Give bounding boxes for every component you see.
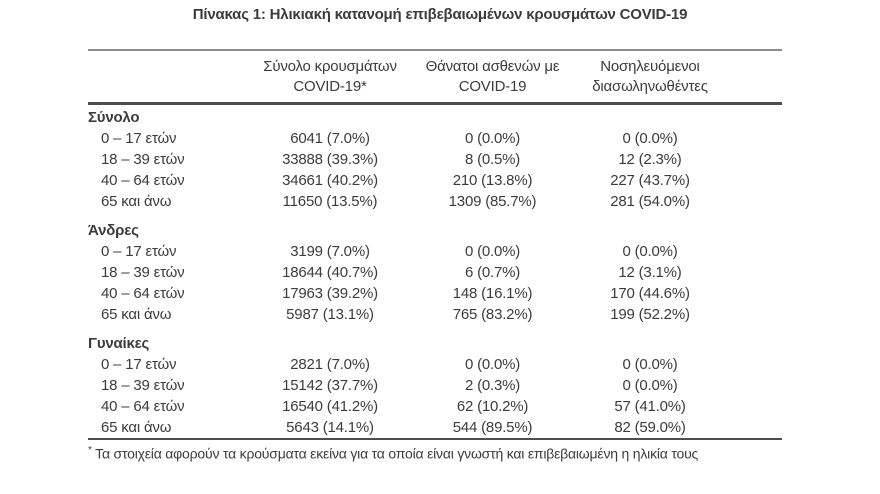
- table-body: Σύνολο 0 – 17 ετών 6041 (7.0%) 0 (0.0%) 0 (0…: [88, 105, 782, 438]
- table-row: 40 – 64 ετών 16540 (41.2%) 62 (10.2%) 57 (4…: [88, 396, 782, 417]
- cases-cell: 18644 (40.7%): [282, 264, 378, 281]
- table-title: Πίνακας 1: Ηλικιακή κατανομή επιβεβαιωμέ…: [192, 6, 688, 23]
- table-row: 0 – 17 ετών 6041 (7.0%) 0 (0.0%) 0 (0.0%): [88, 128, 782, 149]
- column-header-deaths: Θάνατοι ασθενών με COVID-19: [410, 57, 575, 97]
- table-header-row: Σύνολο κρουσμάτων COVID-19* Θάνατοι ασθε…: [88, 51, 782, 102]
- cases-cell: 6041 (7.0%): [290, 130, 370, 147]
- table-row: 18 – 39 ετών 33888 (39.3%) 8 (0.5%) 12 (2.3…: [88, 149, 782, 170]
- age-group-cell: 0 – 17 ετών: [101, 243, 177, 260]
- cases-cell: 5643 (14.1%): [286, 419, 374, 436]
- column-header-intubated-line2: διασωληνωθέντες: [592, 78, 708, 95]
- intubated-cell: 57 (41.0%): [614, 398, 686, 415]
- age-group-cell: 40 – 64 ετών: [101, 172, 185, 189]
- deaths-cell: 0 (0.0%): [464, 130, 521, 147]
- section-header: Γυναίκες: [88, 335, 150, 352]
- deaths-cell: 1309 (85.7%): [448, 193, 537, 210]
- table-footnote: * Τα στοιχεία αφορούν τα κρούσματα εκείν…: [88, 445, 782, 462]
- table-row: 65 και άνω 11650 (13.5%) 1309 (85.7%) 281 (…: [88, 191, 782, 212]
- intubated-cell: 170 (44.6%): [610, 285, 690, 302]
- deaths-cell: 765 (83.2%): [452, 306, 533, 323]
- column-header-intubated-line1: Νοσηλευόμενοι: [600, 58, 700, 75]
- deaths-cell: 0 (0.0%): [464, 243, 521, 260]
- intubated-cell: 199 (52.2%): [610, 306, 690, 323]
- cases-cell: 16540 (41.2%): [282, 398, 378, 415]
- intubated-cell: 0 (0.0%): [622, 243, 678, 260]
- table-row: 18 – 39 ετών 15142 (37.7%) 2 (0.3%) 0 (0.0%…: [88, 375, 782, 396]
- age-group-cell: 0 – 17 ετών: [101, 356, 177, 373]
- rule-bottom: [88, 438, 782, 440]
- age-group-cell: 65 και άνω: [101, 306, 172, 323]
- covid-age-table: Σύνολο κρουσμάτων COVID-19* Θάνατοι ασθε…: [88, 49, 782, 462]
- cases-cell: 17963 (39.2%): [282, 285, 378, 302]
- deaths-cell: 148 (16.1%): [452, 285, 533, 302]
- deaths-cell: 6 (0.7%): [464, 264, 521, 281]
- deaths-cell: 2 (0.3%): [464, 377, 521, 394]
- age-group-cell: 40 – 64 ετών: [101, 285, 185, 302]
- age-group-cell: 18 – 39 ετών: [101, 151, 185, 168]
- deaths-cell: 8 (0.5%): [464, 151, 521, 168]
- deaths-cell: 0 (0.0%): [464, 356, 521, 373]
- intubated-cell: 12 (2.3%): [618, 151, 682, 168]
- table-row: 65 και άνω 5987 (13.1%) 765 (83.2%) 199 (52…: [88, 304, 782, 325]
- column-header-intubated: Νοσηλευόμενοι διασωληνωθέντες: [575, 57, 725, 97]
- cases-cell: 11650 (13.5%): [282, 193, 378, 210]
- intubated-cell: 227 (43.7%): [610, 172, 690, 189]
- cases-cell: 15142 (37.7%): [282, 377, 378, 394]
- deaths-cell: 210 (13.8%): [452, 172, 533, 189]
- column-header-cases: Σύνολο κρουσμάτων COVID-19*: [250, 57, 410, 97]
- section-header: Άνδρες: [88, 222, 139, 239]
- column-header-deaths-line1: Θάνατοι ασθενών με: [425, 58, 560, 75]
- cases-cell: 34661 (40.2%): [282, 172, 378, 189]
- table-row: 0 – 17 ετών 3199 (7.0%) 0 (0.0%) 0 (0.0%): [88, 241, 782, 262]
- table-row: 40 – 64 ετών 34661 (40.2%) 210 (13.8%) 227 …: [88, 170, 782, 191]
- age-group-cell: 18 – 39 ετών: [101, 264, 185, 281]
- column-header-cases-line2: COVID-19*: [293, 78, 367, 95]
- intubated-cell: 0 (0.0%): [622, 356, 678, 373]
- rule-header-bottom: [88, 102, 782, 105]
- cases-cell: 5987 (13.1%): [286, 306, 374, 323]
- table-row: 18 – 39 ετών 18644 (40.7%) 6 (0.7%) 12 (3.1…: [88, 262, 782, 283]
- intubated-cell: 281 (54.0%): [610, 193, 690, 210]
- deaths-cell: 544 (89.5%): [452, 419, 533, 436]
- column-header-cases-line1: Σύνολο κρουσμάτων: [263, 58, 397, 75]
- column-header-deaths-line2: COVID-19: [458, 78, 527, 95]
- intubated-cell: 12 (3.1%): [618, 264, 682, 281]
- cases-cell: 3199 (7.0%): [290, 243, 370, 260]
- intubated-cell: 0 (0.0%): [622, 377, 678, 394]
- table-row: 65 και άνω 5643 (14.1%) 544 (89.5%) 82 (59.…: [88, 417, 782, 438]
- age-group-cell: 18 – 39 ετών: [101, 377, 185, 394]
- table-row: 40 – 64 ετών 17963 (39.2%) 148 (16.1%) 170 …: [88, 283, 782, 304]
- footnote-marker: *: [88, 445, 92, 456]
- rule-top: [88, 49, 782, 51]
- footnote-text: Τα στοιχεία αφορούν τα κρούσματα εκείνα …: [95, 445, 699, 462]
- age-group-cell: 65 και άνω: [101, 419, 172, 436]
- cases-cell: 2821 (7.0%): [290, 356, 370, 373]
- age-group-cell: 0 – 17 ετών: [101, 130, 177, 147]
- deaths-cell: 62 (10.2%): [456, 398, 529, 415]
- intubated-cell: 0 (0.0%): [622, 130, 678, 147]
- intubated-cell: 82 (59.0%): [614, 419, 686, 436]
- age-group-cell: 65 και άνω: [101, 193, 172, 210]
- table-row: 0 – 17 ετών 2821 (7.0%) 0 (0.0%) 0 (0.0%): [88, 354, 782, 375]
- section-header: Σύνολο: [88, 109, 140, 126]
- cases-cell: 33888 (39.3%): [282, 151, 378, 168]
- age-group-cell: 40 – 64 ετών: [101, 398, 185, 415]
